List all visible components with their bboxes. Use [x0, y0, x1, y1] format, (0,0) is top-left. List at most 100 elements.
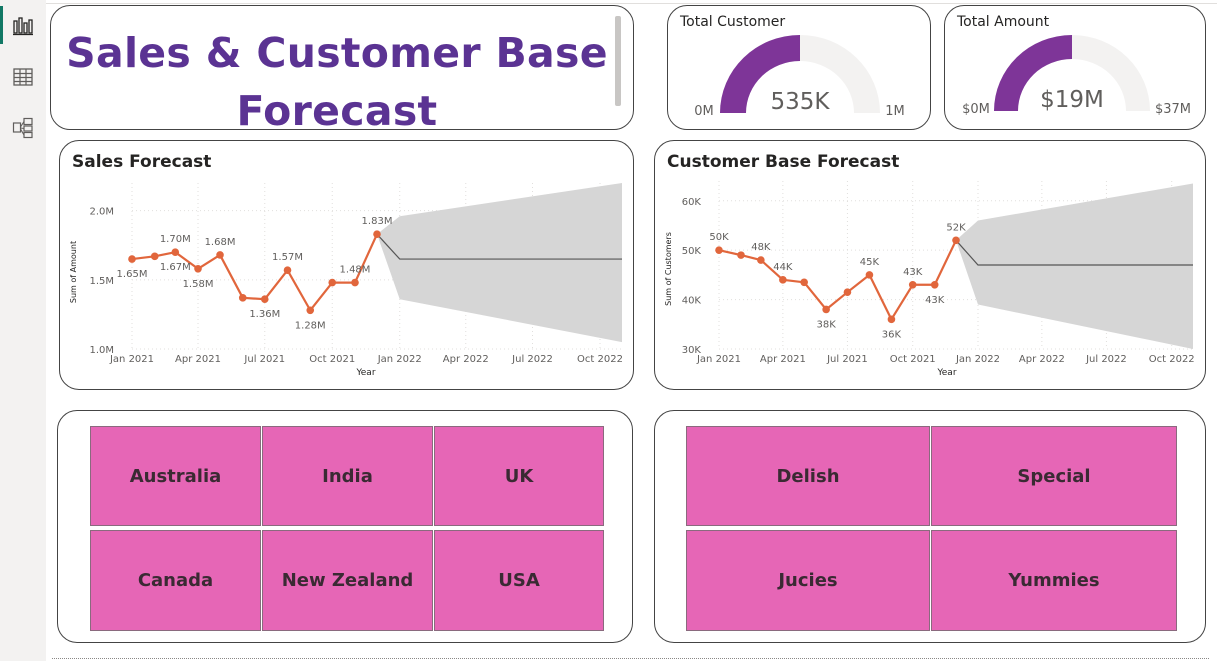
- data-label: 50K: [709, 232, 729, 243]
- data-point: [757, 256, 765, 264]
- data-label: 43K: [925, 295, 945, 306]
- x-tick-label: Jul 2021: [243, 354, 285, 365]
- y-axis-title: Sum of Amount: [69, 241, 78, 303]
- data-point: [171, 248, 180, 256]
- customer-base-forecast-chart: 30K 40K 50K 60K Jan 2021 Apr 2021 Jul 2021 Oct …: [664, 181, 1195, 378]
- total-amount-card: Total Amount $19M $0M $37M: [944, 5, 1206, 130]
- x-axis-title: Year: [936, 368, 956, 378]
- y-axis-title: Sum of Customers: [664, 232, 673, 306]
- active-view-indicator: [0, 6, 3, 44]
- view-switcher-rail: [0, 0, 46, 661]
- x-tick-label: Jan 2022: [377, 354, 422, 365]
- model-icon[interactable]: [12, 117, 36, 141]
- forecast-confidence-band: [956, 183, 1193, 349]
- forecast-line: [955, 239, 1193, 266]
- country-tile[interactable]: New Zealand: [262, 530, 433, 631]
- data-label: 44K: [773, 262, 793, 273]
- y-tick-label: 30K: [682, 345, 702, 356]
- x-tick-label: Oct 2022: [1149, 354, 1195, 365]
- y-tick-label: 50K: [682, 246, 702, 257]
- data-point: [800, 278, 808, 287]
- gauge-value: 535K: [771, 89, 831, 115]
- kpi-title: Total Amount: [957, 14, 1050, 30]
- sales-forecast-chart: 1.0M 1.5M 2.0M Jan 2021 Apr 2021 Jul 2021 Oct …: [69, 183, 623, 378]
- gauge-fill: [994, 35, 1072, 111]
- data-point: [238, 294, 247, 302]
- gauge-max-label: $37M: [1155, 102, 1191, 117]
- data-point: [328, 278, 337, 287]
- page-title: Sales & Customer Base Forecast: [66, 29, 608, 130]
- forecast-line: [376, 233, 622, 260]
- x-tick-label: Jan 2021: [109, 354, 154, 365]
- country-slicer-card: Australia India UK Canada New Zealand US…: [57, 410, 633, 643]
- data-label: 1.65M: [117, 269, 148, 280]
- data-label: 45K: [860, 257, 880, 268]
- data-label: 1.68M: [205, 237, 236, 248]
- gauge-value: $19M: [1040, 87, 1104, 113]
- table-icon[interactable]: [12, 66, 36, 90]
- data-label: 1.67M: [160, 262, 191, 273]
- x-tick-label: Jul 2022: [1085, 354, 1127, 365]
- x-tick-label: Oct 2021: [309, 354, 355, 365]
- country-tile[interactable]: Canada: [90, 530, 261, 631]
- data-point: [260, 295, 269, 303]
- data-point: [715, 246, 723, 254]
- data-point: [194, 264, 202, 273]
- data-point: [351, 278, 359, 287]
- y-tick-label: 1.0M: [89, 345, 114, 356]
- y-tick-label: 60K: [682, 197, 702, 208]
- kpi-title: Total Customer: [680, 14, 786, 30]
- data-point: [737, 251, 745, 259]
- x-tick-label: Jan 2022: [955, 354, 1000, 365]
- total-customer-card: Total Customer 535K 0M 1M: [667, 5, 931, 130]
- x-tick-label: Oct 2022: [577, 354, 623, 365]
- x-tick-label: Jul 2021: [826, 354, 868, 365]
- data-point: [128, 255, 136, 263]
- x-tick-label: Apr 2021: [760, 354, 806, 365]
- data-point: [822, 305, 830, 314]
- data-point: [887, 315, 896, 324]
- country-tile[interactable]: Australia: [90, 426, 261, 526]
- country-tile[interactable]: USA: [434, 530, 604, 631]
- data-label: 1.48M: [340, 265, 371, 276]
- data-point: [930, 280, 939, 289]
- x-axis-title: Year: [355, 368, 375, 378]
- data-label: 36K: [882, 329, 902, 340]
- data-label: 1.70M: [160, 234, 191, 245]
- data-label: 43K: [903, 267, 923, 278]
- chart-title: Sales Forecast: [72, 152, 212, 172]
- product-tile[interactable]: Special: [931, 426, 1177, 526]
- data-point: [150, 252, 159, 261]
- data-label: 1.58M: [183, 279, 214, 290]
- gauge-min-label: $0M: [962, 102, 990, 117]
- data-point: [373, 230, 381, 238]
- bar-chart-icon[interactable]: [12, 15, 36, 39]
- data-label: 52K: [946, 222, 966, 233]
- y-tick-label: 2.0M: [89, 207, 114, 218]
- y-tick-label: 40K: [682, 296, 702, 307]
- x-tick-label: Apr 2022: [443, 354, 489, 365]
- data-label: 1.36M: [249, 309, 280, 320]
- country-tile[interactable]: India: [262, 426, 433, 526]
- top-divider: [46, 0, 1217, 4]
- title-scrollbar[interactable]: [615, 16, 621, 106]
- data-point: [908, 280, 917, 289]
- country-tile[interactable]: UK: [434, 426, 604, 526]
- forecast-confidence-band: [377, 183, 622, 343]
- data-point: [283, 266, 292, 274]
- data-point: [843, 288, 852, 296]
- product-tile[interactable]: Delish: [686, 426, 930, 526]
- x-tick-label: Apr 2021: [175, 354, 221, 365]
- data-label: 48K: [751, 242, 771, 253]
- data-point: [952, 236, 960, 245]
- product-slicer-card: Delish Special Jucies Yummies: [654, 410, 1206, 643]
- data-label: 1.28M: [295, 320, 326, 331]
- chart-title: Customer Base Forecast: [667, 152, 900, 172]
- product-tile[interactable]: Yummies: [931, 530, 1177, 631]
- data-label: 1.57M: [272, 252, 303, 263]
- product-tile[interactable]: Jucies: [686, 530, 930, 631]
- data-point: [216, 251, 224, 259]
- sales-forecast-card: Sales Forecast 1.0M 1.5M 2.0M Jan 2021 Apr 2…: [59, 140, 634, 390]
- data-label: 1.83M: [362, 216, 393, 227]
- x-tick-label: Jul 2022: [511, 354, 553, 365]
